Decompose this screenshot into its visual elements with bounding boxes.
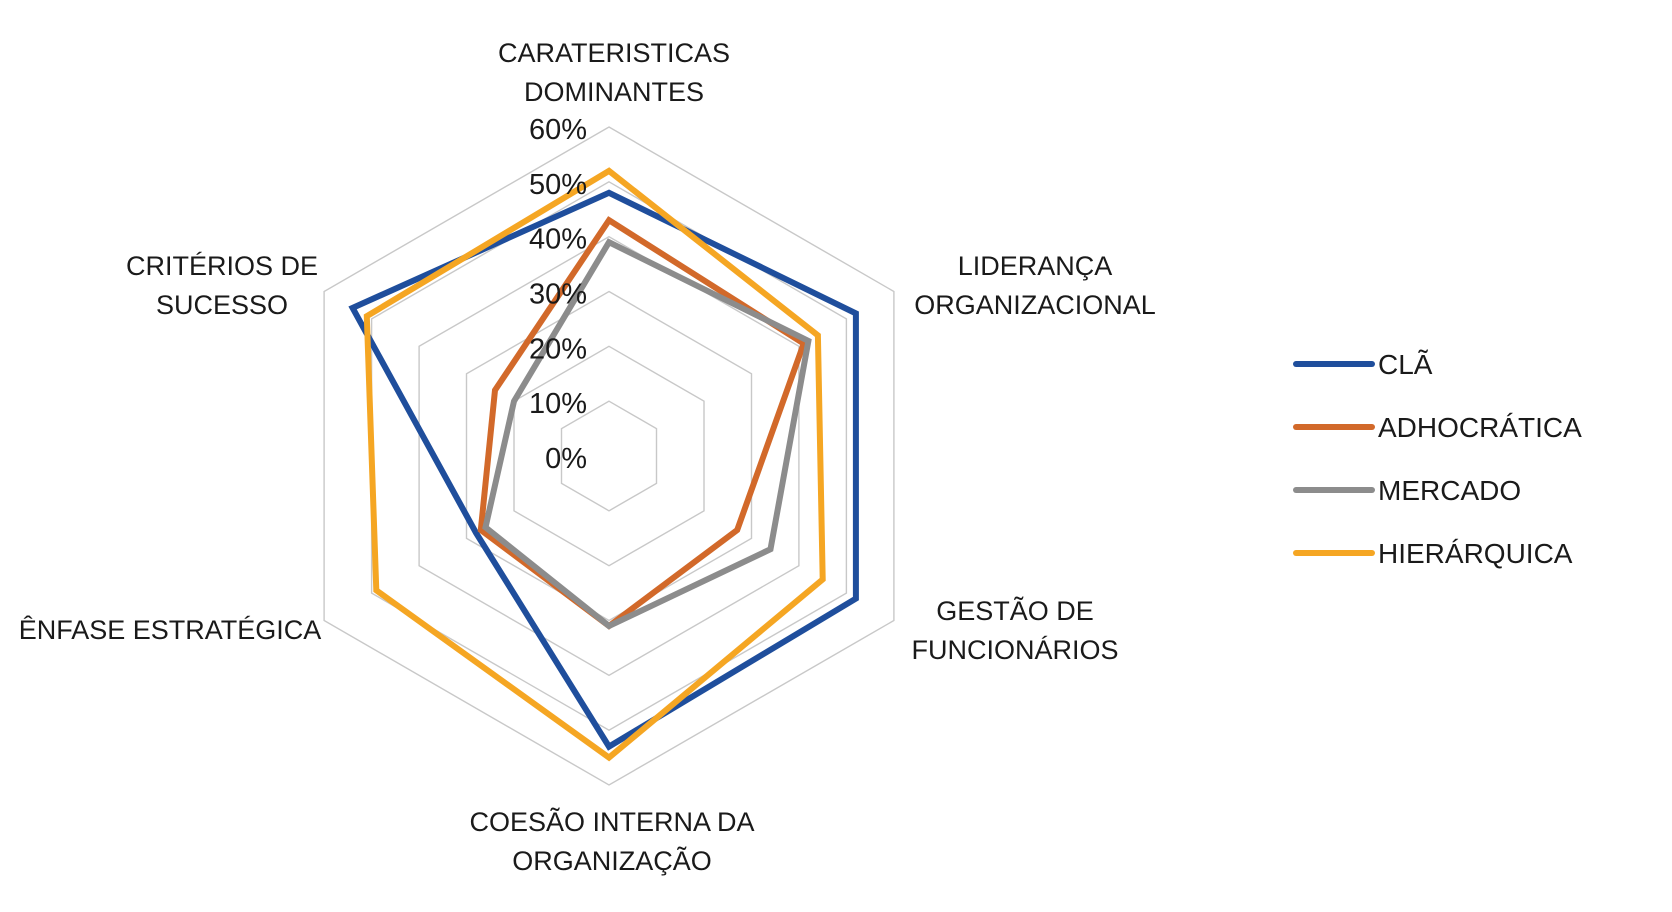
series-line-3: [363, 167, 826, 762]
tick-label: 10%: [529, 388, 587, 420]
grid-ring-60: [323, 126, 895, 786]
chart-legend: CLÃ ADHOCRÁTICA MERCADO HIERÁRQUICA: [1293, 349, 1582, 569]
axis-label: CRITÉRIOS DE SUCESSO: [126, 251, 318, 320]
series-line-0: [348, 189, 859, 751]
legend-label: CLÃ: [1378, 349, 1433, 380]
axis-label: COESÃO INTERNA DA ORGANIZAÇÃO: [469, 806, 754, 876]
tick-label: 40%: [529, 224, 587, 256]
tick-label: 60%: [529, 114, 587, 146]
legend-label: ADHOCRÁTICA: [1378, 412, 1582, 443]
legend-label: MERCADO: [1378, 475, 1521, 506]
tick-label: 20%: [529, 333, 587, 365]
radar-axis-labels: CARATERISTICAS DOMINANTES LIDERANÇA ORGANIZ…: [19, 38, 1156, 876]
axis-label: GESTÃO DE FUNCIONÁRIOS: [911, 595, 1118, 665]
tick-label: 30%: [529, 279, 587, 311]
series-line-2: [482, 238, 812, 630]
legend-label: HIERÁRQUICA: [1378, 538, 1573, 569]
axis-label: ÊNFASE ESTRATÉGICA: [19, 614, 322, 645]
tick-label: 50%: [529, 169, 587, 201]
grid-ring-10: [560, 400, 658, 512]
radar-grid: [323, 126, 895, 786]
grid-ring-20: [513, 345, 705, 567]
radar-series: [348, 167, 859, 762]
grid-ring-40: [418, 235, 800, 677]
axis-label: LIDERANÇA ORGANIZACIONAL: [914, 251, 1156, 320]
tick-label: 0%: [545, 443, 587, 475]
grid-ring-30: [465, 290, 753, 622]
axis-label: CARATERISTICAS DOMINANTES: [498, 38, 730, 107]
grid-ring-50: [370, 180, 848, 732]
radar-tick-labels: 0% 10% 20% 30% 40% 50% 60%: [529, 114, 587, 475]
